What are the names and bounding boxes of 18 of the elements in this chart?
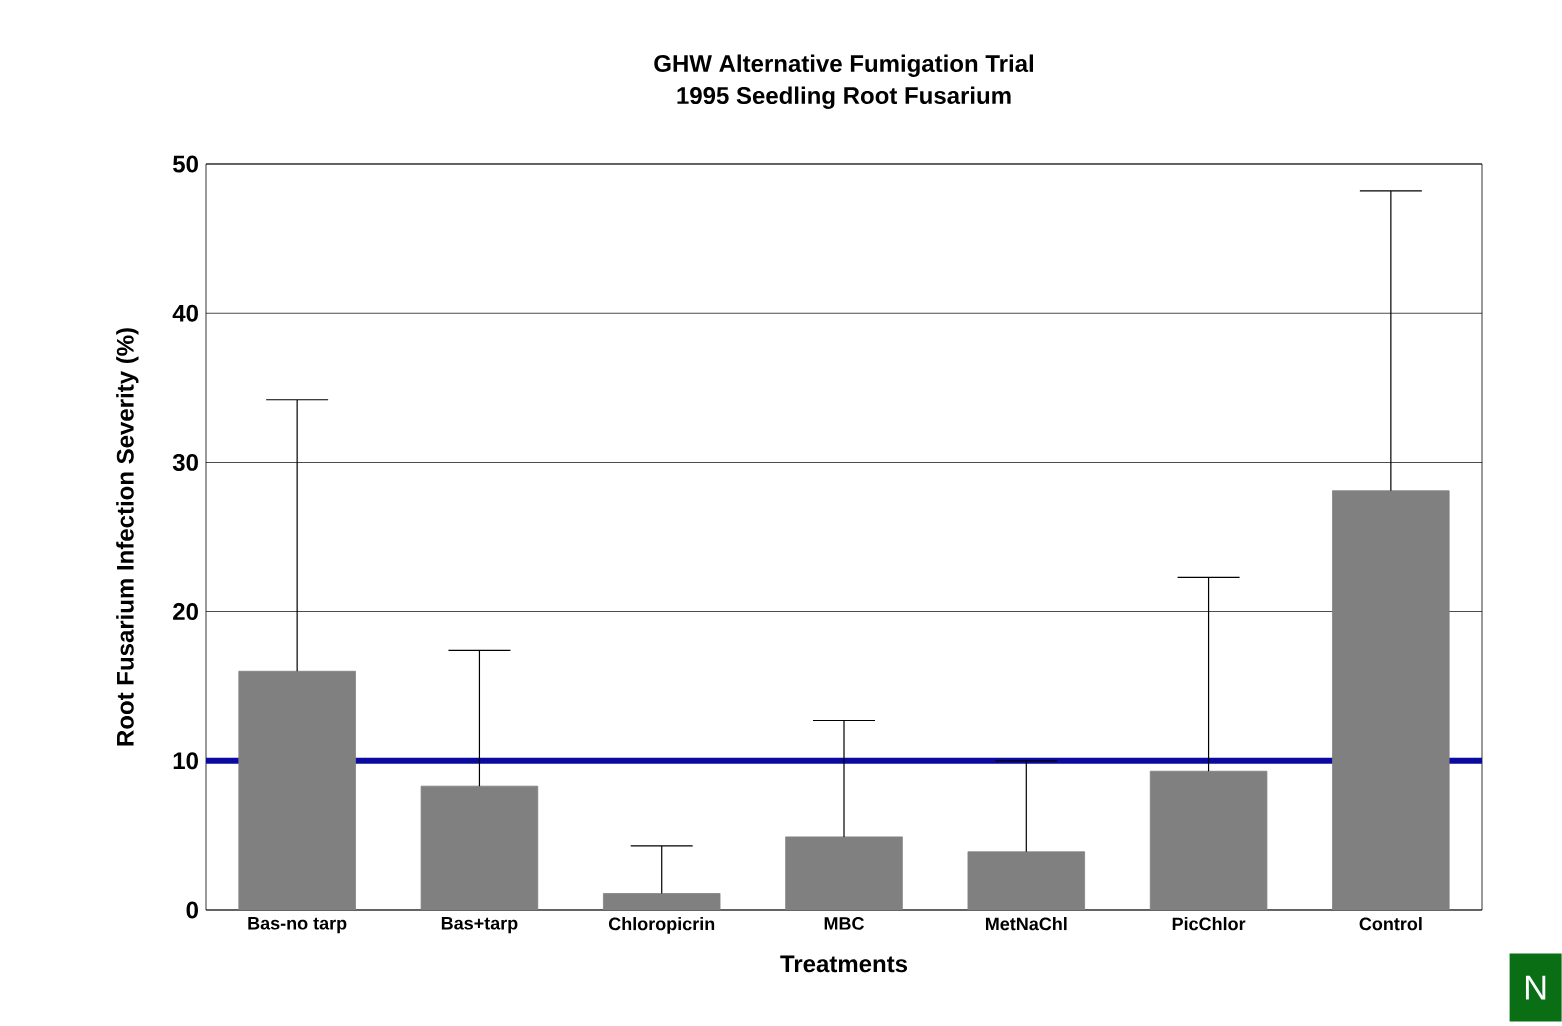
x-tick-label: Bas+tarp [441,917,518,934]
y-tick-label: 50 [173,155,198,173]
y-tick-label: 30 [172,453,198,471]
text: N [1525,975,1546,1000]
y-tick-label: 40 [172,304,198,322]
x-tick-label: Control [1359,917,1422,931]
x-tick-label: PicChlor [1172,917,1246,931]
chart-subtitle: 1995 Seedling Root Fusarium [677,86,1011,109]
x-tick-label: Bas-no tarp [248,917,347,934]
chart-title: GHW Alternative Fumigation Trial [654,54,1034,77]
y-tick-label: 10 [173,752,198,770]
y-axis-title: Root Fusarium Infection Severity (%) [116,328,139,746]
x-axis-title: Treatments [780,955,908,973]
x-tick-label: MetNaChl [985,917,1067,931]
y-tick-label: 20 [173,603,198,621]
x-tick-label: Chloropicrin [608,917,715,934]
x-tick-label: MBC [824,917,865,930]
y-tick-label: 0 [186,901,198,919]
